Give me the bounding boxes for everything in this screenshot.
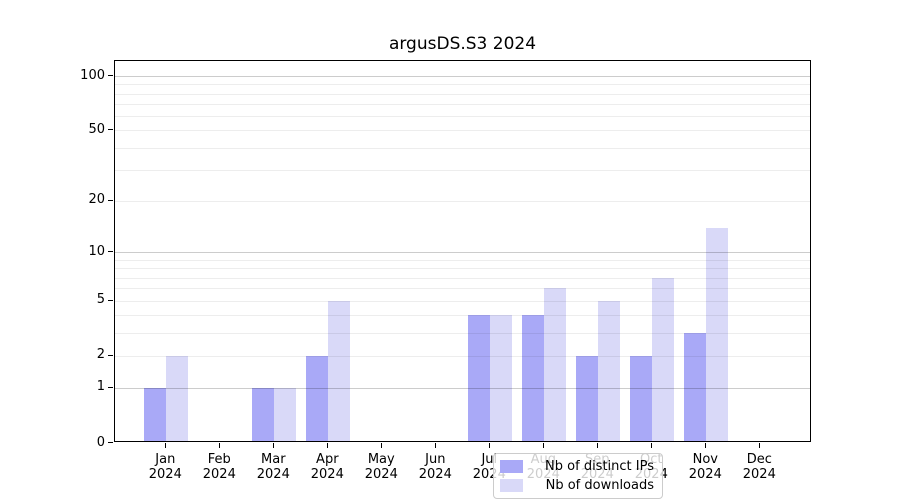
legend-swatch-downloads — [500, 479, 523, 492]
y-tick-label-20: 20 — [88, 192, 105, 208]
x-tick-label-may: May 2024 — [364, 452, 398, 482]
y-tick-mark-50 — [108, 129, 113, 131]
x-tick-label-jan: Jan 2024 — [148, 452, 182, 482]
legend: Nb of distinct IPs Nb of downloads — [493, 453, 663, 499]
bar-downloads-jul — [490, 315, 513, 441]
bar-downloads-mar — [274, 387, 297, 441]
gridline-minor-5 — [115, 300, 810, 302]
bar-distinct-ips-jul — [468, 315, 491, 441]
x-tick-mark-feb — [219, 443, 221, 448]
bar-distinct-ips-nov — [684, 332, 707, 441]
y-tick-label-0: 0 — [96, 434, 105, 450]
plot-canvas — [115, 61, 810, 441]
bar-downloads-apr — [328, 300, 351, 441]
y-tick-label-2: 2 — [96, 347, 105, 363]
bar-downloads-oct — [652, 277, 675, 441]
gridline-minor-7 — [115, 277, 810, 279]
x-tick-mark-aug — [543, 443, 545, 448]
chart-title: argusDS.S3 2024 — [388, 34, 537, 54]
bar-distinct-ips-apr — [306, 355, 329, 441]
bar-distinct-ips-sep — [576, 355, 599, 441]
gridline-major-1 — [115, 387, 810, 389]
gridline-minor-90 — [115, 84, 810, 86]
gridline-minor-40 — [115, 147, 810, 149]
bar-downloads-jan — [166, 355, 189, 441]
x-tick-mark-dec — [759, 443, 761, 448]
gridline-minor-4 — [115, 315, 810, 317]
bar-downloads-nov — [706, 227, 729, 441]
gridline-minor-2 — [115, 355, 810, 357]
x-tick-label-feb: Feb 2024 — [202, 452, 236, 482]
gridline-minor-3 — [115, 332, 810, 334]
bar-distinct-ips-mar — [252, 387, 275, 441]
x-tick-label-apr: Apr 2024 — [310, 452, 344, 482]
x-tick-mark-nov — [705, 443, 707, 448]
bar-downloads-aug — [544, 288, 567, 441]
gridline-minor-30 — [115, 169, 810, 171]
legend-swatch-distinct-ips — [500, 460, 523, 473]
x-tick-mark-jan — [165, 443, 167, 448]
x-tick-label-dec: Dec 2024 — [742, 452, 776, 482]
y-tick-mark-20 — [108, 199, 113, 201]
gridline-minor-60 — [115, 116, 810, 118]
y-tick-mark-100 — [108, 75, 113, 77]
gridline-minor-9 — [115, 259, 810, 261]
y-tick-label-5: 5 — [96, 292, 105, 308]
y-tick-mark-2 — [108, 354, 113, 356]
y-tick-mark-10 — [108, 251, 113, 253]
x-tick-mark-apr — [327, 443, 329, 448]
y-tick-label-10: 10 — [88, 243, 105, 259]
y-tick-mark-0 — [108, 442, 113, 443]
bar-distinct-ips-jan — [144, 387, 167, 441]
legend-item-distinct-ips: Nb of distinct IPs — [500, 459, 654, 474]
legend-item-downloads: Nb of downloads — [500, 478, 654, 493]
y-tick-label-100: 100 — [80, 67, 105, 83]
bar-downloads-sep — [598, 300, 621, 441]
x-tick-mark-mar — [273, 443, 275, 448]
bar-distinct-ips-oct — [630, 355, 653, 441]
gridline-minor-8 — [115, 268, 810, 270]
gridline-minor-20 — [115, 200, 810, 202]
x-tick-label-jun: Jun 2024 — [418, 452, 452, 482]
x-tick-mark-sep — [597, 443, 599, 448]
x-tick-mark-jul — [489, 443, 491, 448]
y-tick-label-1: 1 — [96, 379, 105, 395]
gridline-minor-80 — [115, 93, 810, 95]
gridline-major-10 — [115, 252, 810, 254]
x-tick-mark-jun — [435, 443, 437, 448]
x-tick-label-mar: Mar 2024 — [256, 452, 290, 482]
gridline-minor-70 — [115, 104, 810, 106]
gridline-minor-50 — [115, 130, 810, 132]
bar-distinct-ips-aug — [522, 315, 545, 441]
x-tick-mark-may — [381, 443, 383, 448]
legend-label-distinct-ips: Nb of distinct IPs — [545, 459, 654, 474]
legend-label-downloads: Nb of downloads — [545, 478, 654, 493]
gridline-major-100 — [115, 76, 810, 78]
y-tick-label-50: 50 — [88, 121, 105, 137]
gridline-minor-6 — [115, 288, 810, 290]
y-tick-mark-1 — [108, 386, 113, 388]
x-tick-label-nov: Nov 2024 — [688, 452, 722, 482]
x-tick-mark-oct — [651, 443, 653, 448]
plot-area: Nb of distinct IPs Nb of downloads — [114, 60, 811, 499]
y-tick-mark-5 — [108, 299, 113, 301]
